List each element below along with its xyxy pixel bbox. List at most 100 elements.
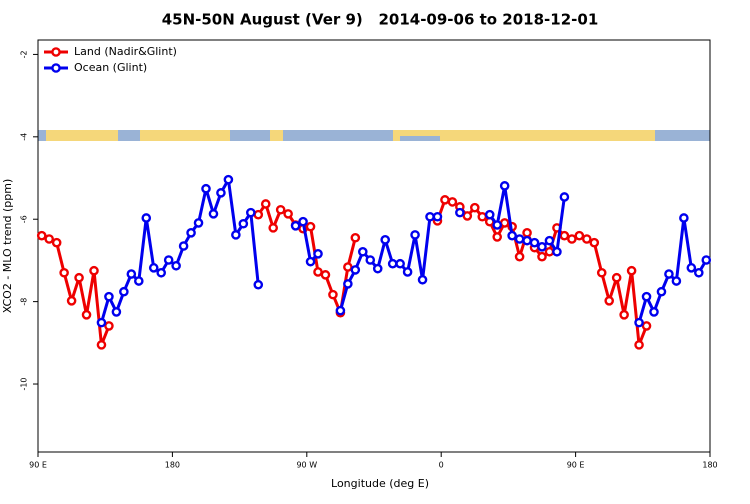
- data-point: [350, 265, 361, 275]
- y-tick-label: -4: [20, 133, 29, 141]
- data-point: [245, 207, 256, 218]
- data-point: [589, 237, 600, 248]
- data-point: [216, 188, 226, 198]
- data-point: [455, 207, 465, 218]
- data-point: [604, 295, 615, 306]
- y-tick-label: -2: [20, 50, 29, 58]
- x-tick-label: 0: [439, 461, 444, 470]
- data-point: [343, 262, 353, 272]
- data-point: [74, 272, 84, 283]
- data-point: [447, 197, 458, 207]
- data-point: [507, 230, 517, 241]
- data-point: [410, 230, 420, 240]
- data-point: [305, 256, 316, 267]
- data-point: [268, 223, 279, 233]
- data-point: [656, 286, 667, 297]
- data-point: [275, 204, 286, 215]
- data-point: [253, 209, 264, 220]
- data-point: [260, 199, 271, 209]
- data-point: [529, 237, 540, 248]
- data-point: [440, 195, 450, 205]
- legend-label: Ocean (Glint): [74, 61, 147, 74]
- data-point: [223, 174, 234, 185]
- data-point: [544, 246, 555, 257]
- data-point: [238, 218, 249, 229]
- legend: Land (Nadir&Glint) Ocean (Glint): [44, 45, 177, 74]
- data-point: [36, 230, 47, 241]
- data-point: [641, 291, 652, 302]
- series-line: [100, 178, 708, 324]
- y-axis-label: XCO2 - MLO trend (ppm): [1, 179, 14, 314]
- data-point: [499, 218, 510, 228]
- y-tick-label: -8: [20, 298, 29, 306]
- data-point: [148, 263, 159, 273]
- data-point: [552, 246, 562, 257]
- data-point: [193, 218, 204, 228]
- data-point: [522, 235, 532, 246]
- data-point: [537, 251, 547, 262]
- data-point: [163, 255, 174, 265]
- chart-title: 45N-50N August (Ver 9) 2014-09-06 to 201…: [162, 11, 599, 29]
- x-tick-label: 90 W: [296, 461, 317, 470]
- data-point: [522, 228, 532, 238]
- x-tick-label: 90 E: [567, 461, 585, 470]
- data-point: [201, 183, 211, 194]
- data-point: [582, 234, 592, 244]
- data-point: [119, 286, 129, 297]
- data-point: [133, 276, 144, 286]
- data-point: [357, 246, 368, 257]
- data-point: [290, 221, 301, 231]
- data-point: [313, 267, 323, 277]
- data-point: [514, 251, 525, 262]
- data-point: [559, 230, 570, 241]
- data-point: [380, 235, 391, 245]
- data-point: [328, 289, 338, 300]
- data-point: [641, 321, 652, 331]
- data-point: [634, 317, 644, 328]
- data-point: [462, 211, 473, 221]
- data-point: [283, 209, 293, 219]
- legend-marker: [51, 63, 61, 73]
- data-point: [686, 263, 697, 273]
- data-point: [402, 267, 413, 277]
- data-point: [596, 267, 607, 278]
- data-point: [231, 230, 241, 240]
- y-tick-label: -6: [20, 215, 29, 223]
- data-point: [178, 241, 189, 251]
- x-tick-label: 180: [702, 461, 717, 470]
- y-tick-label: -10: [20, 377, 29, 390]
- data-point: [559, 192, 570, 202]
- data-point: [66, 295, 77, 306]
- data-point: [313, 249, 323, 259]
- data-point: [671, 276, 682, 286]
- data-point: [89, 265, 99, 276]
- data-point: [171, 260, 181, 271]
- data-point: [395, 258, 405, 269]
- data-point: [104, 321, 114, 331]
- data-point: [320, 270, 331, 280]
- data-point: [141, 213, 152, 223]
- data-point: [499, 181, 510, 191]
- data-point: [626, 265, 637, 276]
- data-point: [96, 317, 107, 328]
- legend-marker: [51, 47, 61, 57]
- data-point: [537, 242, 547, 252]
- data-point: [350, 232, 361, 243]
- data-point: [619, 310, 629, 320]
- data-point: [432, 211, 443, 222]
- data-point: [544, 235, 555, 246]
- data-point: [44, 234, 55, 244]
- data-point: [694, 267, 704, 278]
- data-point: [59, 267, 69, 278]
- data-point: [208, 209, 219, 219]
- data-point: [343, 279, 353, 289]
- data-point: [664, 269, 674, 279]
- data-point: [611, 272, 622, 283]
- data-point: [469, 202, 480, 213]
- data-point: [186, 228, 196, 238]
- data-point: [492, 232, 503, 242]
- data-point: [417, 274, 428, 285]
- x-tick-label: 90 E: [29, 461, 47, 470]
- data-point: [298, 216, 308, 227]
- data-point: [365, 255, 376, 265]
